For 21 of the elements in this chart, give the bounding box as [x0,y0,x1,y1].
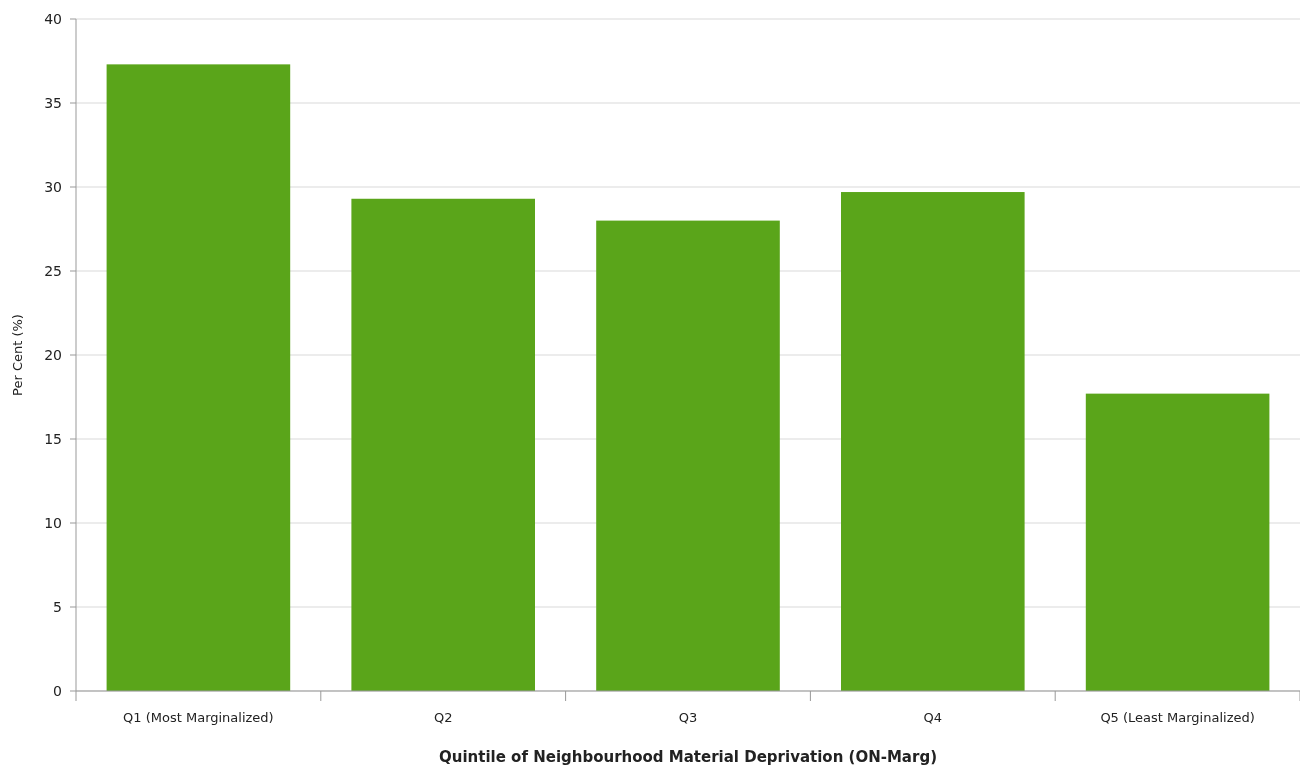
y-axis-title: Per Cent (%) [10,314,25,396]
x-tick-label: Q1 (Most Marginalized) [123,710,274,725]
x-tick-label: Q5 (Least Marginalized) [1100,710,1255,725]
bar [841,192,1025,691]
y-tick-label: 30 [44,178,62,195]
y-tick-label: 25 [44,262,62,279]
x-tick-label: Q3 [678,710,698,725]
y-tick-label: 0 [53,682,62,699]
y-tick-label: 40 [44,10,62,27]
bar [1085,393,1270,691]
bar [596,220,780,691]
y-tick-label: 20 [44,346,62,363]
bar [351,198,535,691]
x-tick-label: Q4 [923,710,943,725]
x-tick-label: Q2 [433,710,453,725]
y-tick-label: 10 [44,514,62,531]
y-tick-label: 35 [44,94,62,111]
bar [106,64,291,691]
x-axis-title: Quintile of Neighbourhood Material Deprivation (ON-Marg) [439,748,937,766]
y-tick-label: 15 [44,430,62,447]
y-tick-label: 5 [53,598,62,615]
